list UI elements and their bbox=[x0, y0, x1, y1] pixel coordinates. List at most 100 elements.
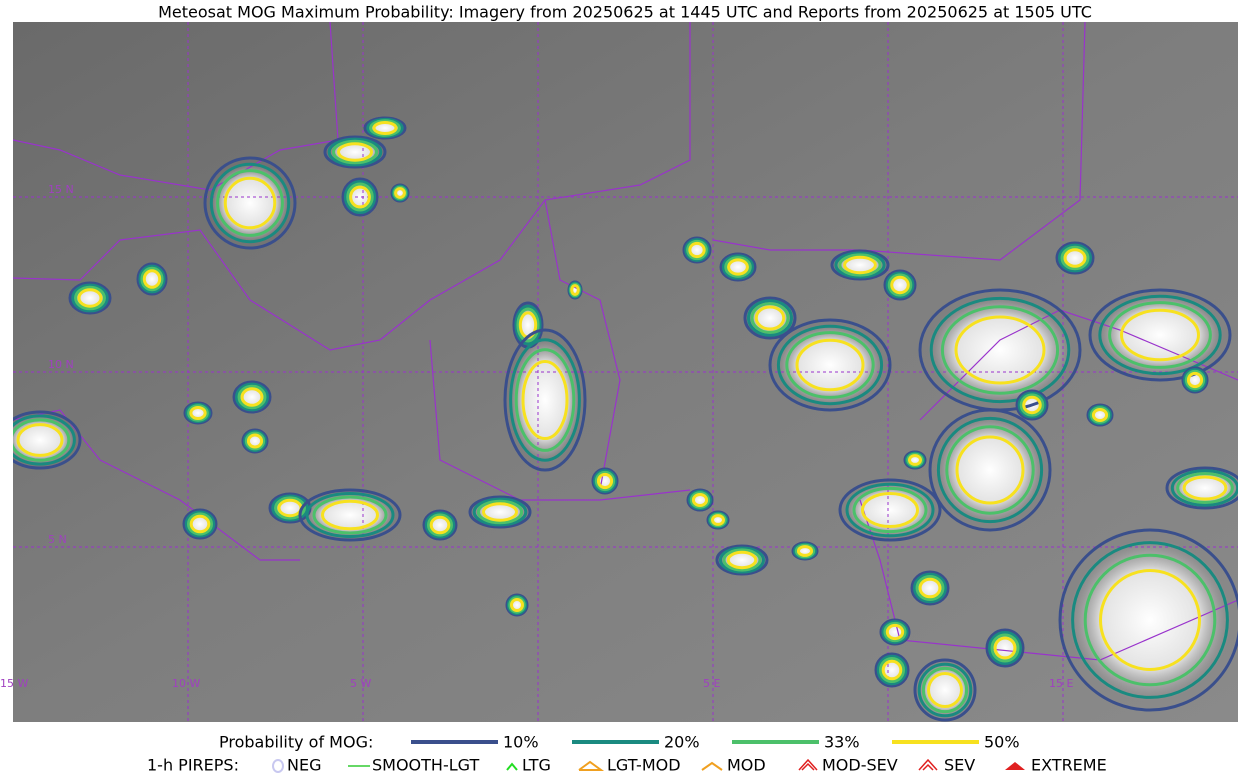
cloud bbox=[305, 492, 395, 538]
contour bbox=[349, 185, 371, 209]
cloud bbox=[473, 498, 527, 526]
contour bbox=[921, 666, 969, 714]
contour bbox=[843, 255, 877, 275]
contour bbox=[955, 435, 1025, 505]
map bbox=[13, 22, 1238, 722]
contour bbox=[993, 636, 1017, 660]
contour bbox=[593, 469, 617, 493]
contour bbox=[913, 572, 947, 604]
contour bbox=[838, 253, 882, 277]
legend-label: NEG bbox=[287, 756, 321, 775]
contour bbox=[331, 139, 379, 165]
contour bbox=[754, 305, 786, 331]
contour bbox=[1019, 393, 1045, 417]
contour bbox=[476, 499, 524, 525]
contour bbox=[429, 515, 451, 535]
contour bbox=[1091, 408, 1109, 422]
lat-label: 10 N bbox=[48, 358, 74, 371]
contour bbox=[13, 410, 82, 470]
lon-label: 15 W bbox=[0, 677, 28, 690]
cloud bbox=[1069, 539, 1231, 701]
contour bbox=[472, 497, 528, 527]
contour bbox=[719, 252, 757, 282]
contour bbox=[312, 495, 388, 535]
contour bbox=[323, 135, 387, 169]
cloud bbox=[328, 138, 382, 166]
contour bbox=[929, 296, 1071, 404]
contour bbox=[591, 467, 619, 495]
contour bbox=[189, 406, 207, 420]
contour bbox=[521, 360, 569, 440]
contour bbox=[1015, 389, 1049, 421]
contour bbox=[1058, 243, 1092, 273]
contour bbox=[13, 418, 71, 462]
contour bbox=[711, 514, 725, 526]
contour bbox=[372, 121, 398, 135]
contour bbox=[917, 662, 973, 718]
contour bbox=[1165, 466, 1238, 510]
cloud bbox=[1097, 294, 1223, 376]
contour bbox=[727, 258, 749, 276]
legend-icon bbox=[798, 758, 818, 771]
title: Meteosat MOG Maximum Probability: Imager… bbox=[158, 3, 1092, 22]
contour bbox=[688, 241, 706, 259]
cloud bbox=[1170, 470, 1238, 506]
contour bbox=[878, 656, 906, 684]
contour bbox=[1088, 288, 1232, 382]
contour bbox=[1170, 469, 1238, 507]
contour bbox=[77, 288, 103, 308]
lon-label: 5 E bbox=[703, 677, 720, 690]
contour bbox=[1186, 371, 1204, 389]
legend-icon bbox=[506, 762, 518, 771]
contour bbox=[468, 495, 532, 529]
contour bbox=[327, 137, 383, 167]
contour bbox=[1071, 541, 1229, 699]
contour bbox=[876, 654, 908, 686]
contour bbox=[990, 633, 1020, 663]
cloud bbox=[509, 337, 581, 463]
contour bbox=[184, 510, 216, 538]
contour bbox=[940, 305, 1060, 395]
contour bbox=[341, 177, 379, 217]
contour bbox=[776, 324, 884, 406]
contour bbox=[861, 492, 919, 528]
contour bbox=[1183, 368, 1207, 392]
contour bbox=[910, 570, 950, 606]
contour bbox=[928, 408, 1052, 532]
lon-label: 15 E bbox=[1049, 677, 1073, 690]
contour bbox=[768, 318, 892, 412]
contour bbox=[209, 162, 291, 244]
contour bbox=[795, 338, 865, 392]
contour bbox=[1108, 301, 1212, 369]
contour bbox=[426, 513, 454, 537]
contour bbox=[883, 269, 917, 301]
contour bbox=[879, 618, 911, 646]
contour bbox=[1060, 245, 1090, 271]
cloud bbox=[918, 663, 972, 717]
contour bbox=[71, 283, 109, 313]
legend-label: 50% bbox=[984, 733, 1020, 752]
legend-icon bbox=[701, 761, 723, 771]
grid-labels: 15 N 10 N 5 N 15 W 10 W 5 W 5 E 15 E bbox=[0, 183, 1073, 690]
contour bbox=[689, 491, 711, 509]
contour bbox=[594, 470, 616, 492]
legend-icon bbox=[1005, 762, 1025, 770]
contour bbox=[596, 472, 614, 490]
contour bbox=[136, 262, 168, 296]
contour bbox=[1063, 248, 1087, 268]
contour bbox=[237, 384, 267, 410]
cloud bbox=[928, 296, 1072, 404]
contour bbox=[1098, 294, 1222, 376]
contour bbox=[394, 187, 406, 199]
legend-label: 20% bbox=[664, 733, 700, 752]
lon-label: 10 W bbox=[172, 677, 200, 690]
contour bbox=[223, 176, 277, 230]
legend-icon bbox=[918, 758, 938, 771]
legend-title: 1-h PIREPS: bbox=[147, 756, 239, 775]
contour bbox=[142, 269, 162, 289]
contour bbox=[985, 628, 1025, 668]
contour bbox=[1181, 366, 1209, 394]
legend-label: SMOOTH-LGT bbox=[372, 756, 479, 775]
contour bbox=[13, 414, 76, 466]
